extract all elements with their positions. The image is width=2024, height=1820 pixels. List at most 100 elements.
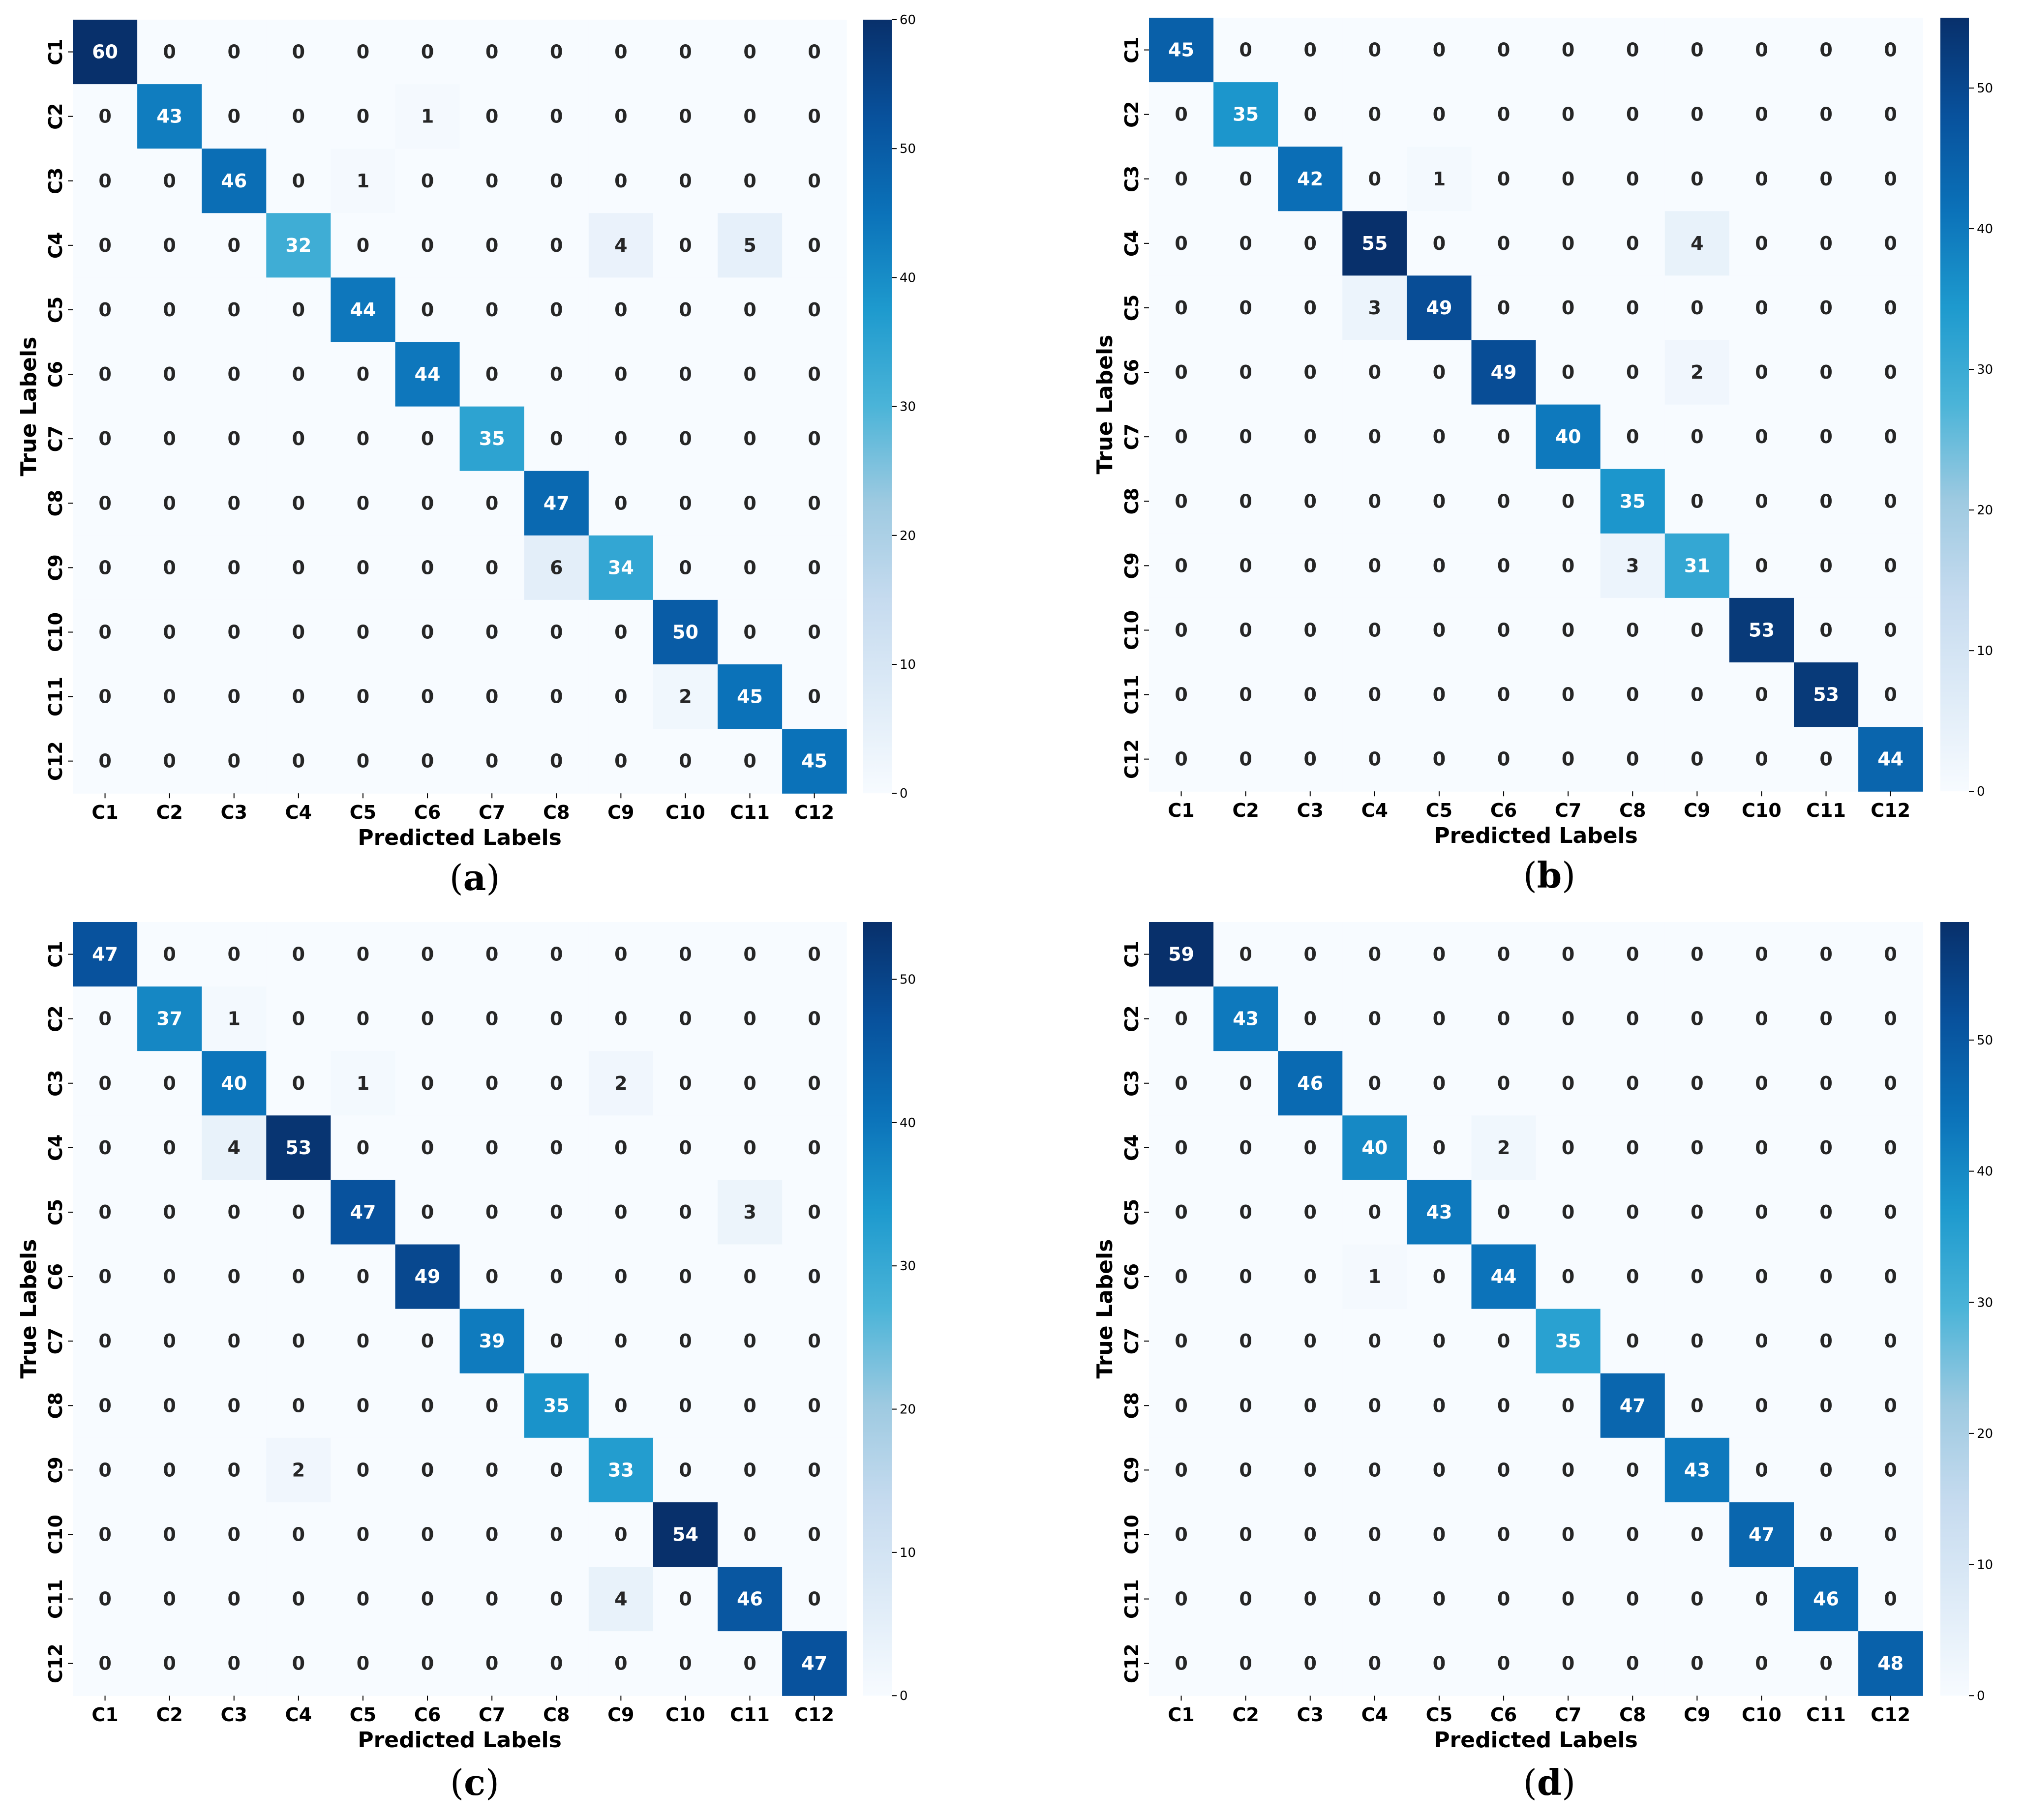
heatmap-cell-C7-C8: [524, 406, 589, 472]
heatmap-cell-C3-C12: [782, 1051, 847, 1116]
y-tick-label: C1: [45, 38, 66, 65]
heatmap-cell-C8-C4: [1342, 1373, 1407, 1438]
heatmap-cell-C12-C9: [588, 1631, 654, 1696]
cell-value-label: 0: [1304, 1008, 1317, 1030]
cell-value-label: 0: [1239, 555, 1252, 576]
cell-value-label: 1: [1368, 1266, 1381, 1287]
cell-value-label: 0: [679, 944, 692, 965]
heatmap-cell-C3-C8: [524, 149, 589, 213]
cell-value-label: 0: [1304, 1137, 1317, 1159]
cell-value-label: 0: [550, 1137, 563, 1159]
heatmap-cell-C5-C12: [1858, 1180, 1923, 1245]
cell-value-label: 0: [1691, 1073, 1703, 1094]
cell-value-label: 0: [1304, 1395, 1317, 1416]
y-tick-label: C2: [45, 103, 66, 129]
cell-value-label: 0: [1755, 1395, 1768, 1416]
heatmap-cell-C9-C4: [1342, 533, 1407, 598]
heatmap-cell-C4-C5: [1407, 1115, 1472, 1180]
heatmap-cell-C11-C5: [331, 664, 396, 729]
cell-value-label: 0: [1239, 233, 1252, 254]
heatmap-cell-C9-C6: [395, 1437, 460, 1503]
cell-value-label: 47: [1620, 1395, 1646, 1416]
cell-value-label: 0: [357, 557, 369, 578]
heatmap-cell-C3-C6: [1471, 1051, 1537, 1116]
y-tick-label: C6: [45, 1263, 66, 1290]
heatmap-cell-C2-C12: [782, 84, 847, 149]
heatmap-cell-C9-C4: [266, 535, 331, 600]
heatmap-cell-C4-C12: [1858, 1115, 1923, 1180]
heatmap-cell-C1-C12: [782, 20, 847, 85]
cell-value-label: 0: [1497, 297, 1510, 319]
cell-value-label: 0: [1433, 361, 1446, 383]
cell-value-label: 0: [679, 170, 692, 192]
heatmap-cell-C9-C10: [1729, 1437, 1794, 1503]
heatmap-cell-C9-C11: [1794, 533, 1859, 598]
heatmap-cell-C7-C1: [1149, 1309, 1214, 1374]
cell-value-label: 0: [1819, 1137, 1832, 1159]
heatmap-cell-C4-C11: [1794, 1115, 1859, 1180]
cell-value-label: 0: [163, 1523, 176, 1545]
heatmap-cell-C4-C9: [1664, 211, 1730, 276]
heatmap-cell-C4-C1: [1149, 1115, 1214, 1180]
heatmap-cell-C5-C9: [1664, 1180, 1730, 1245]
cell-value-label: 0: [1433, 1266, 1446, 1287]
heatmap-cell-C5-C9: [1664, 275, 1730, 341]
cell-value-label: 0: [421, 1137, 434, 1159]
heatmap-cell-C8-C9: [588, 471, 654, 536]
cell-value-label: 0: [550, 1653, 563, 1674]
heatmap-cell-C10-C9: [588, 599, 654, 665]
heatmap-cell-C2-C4: [266, 84, 331, 149]
panel-caption: (d): [1523, 1761, 1576, 1803]
heatmap-cell-C9-C5: [331, 535, 396, 600]
cell-value-label: 0: [1433, 490, 1446, 512]
cell-value-label: 0: [1497, 233, 1510, 254]
y-tick-label: C4: [1121, 1134, 1143, 1161]
heatmap-cell-C12-C9: [1664, 727, 1730, 792]
cell-value-label: 0: [98, 170, 111, 192]
cell-value-label: 0: [1368, 748, 1381, 770]
cell-value-label: 0: [743, 557, 756, 578]
heatmap-cell-C6-C11: [718, 342, 783, 407]
cell-value-label: 0: [1433, 555, 1446, 576]
cell-value-label: 0: [614, 1330, 627, 1352]
cell-value-label: 0: [743, 750, 756, 772]
cell-value-label: 0: [1175, 1330, 1187, 1352]
cell-value-label: 0: [743, 1008, 756, 1030]
cell-value-label: 0: [98, 1459, 111, 1481]
y-tick-label: C4: [1121, 230, 1143, 257]
heatmap-cell-C5-C10: [653, 1180, 718, 1245]
heatmap-cell-C4-C12: [1858, 211, 1923, 276]
heatmap-cell-C8-C10: [653, 471, 718, 536]
heatmap-cell-C9-C10: [653, 535, 718, 600]
heatmap-cell-C2-C6: [1471, 986, 1537, 1051]
heatmap-cell-C10-C7: [1536, 597, 1601, 663]
heatmap-cell-C5-C10: [1729, 1180, 1794, 1245]
cell-value-label: 0: [485, 1201, 498, 1223]
cell-value-label: 0: [1626, 1008, 1639, 1030]
cell-value-label: 0: [98, 1137, 111, 1159]
cell-value-label: 0: [550, 235, 563, 256]
x-tick-label: C4: [285, 1704, 312, 1726]
cell-value-label: 0: [1562, 1201, 1574, 1223]
x-tick-label: C11: [730, 802, 770, 823]
heatmap-cell-C7-C3: [202, 406, 267, 472]
heatmap-cell-C3-C12: [1858, 1051, 1923, 1116]
cell-value-label: 0: [679, 1395, 692, 1416]
cell-value-label: 0: [808, 1137, 820, 1159]
heatmap-cell-C1-C5: [1407, 922, 1472, 987]
heatmap-cell-C12-C10: [1729, 727, 1794, 792]
cell-value-label: 3: [1626, 555, 1639, 576]
cell-value-label: 0: [1368, 426, 1381, 448]
cell-value-label: 0: [1562, 1395, 1574, 1416]
heatmap-cell-C3-C11: [718, 1051, 783, 1116]
heatmap-cell-C7-C7: [1536, 404, 1601, 470]
x-tick-label: C2: [156, 1704, 182, 1726]
heatmap-cell-C5-C7: [1536, 275, 1601, 341]
heatmap-cell-C2-C8: [1600, 82, 1665, 147]
cell-value-label: 0: [808, 299, 820, 321]
cell-value-label: 0: [1175, 1653, 1187, 1674]
heatmap-cell-C9-C11: [1794, 1437, 1859, 1503]
heatmap-cell-C10-C4: [1342, 1502, 1407, 1567]
cell-value-label: 0: [743, 492, 756, 514]
heatmap-cell-C10-C4: [266, 599, 331, 665]
